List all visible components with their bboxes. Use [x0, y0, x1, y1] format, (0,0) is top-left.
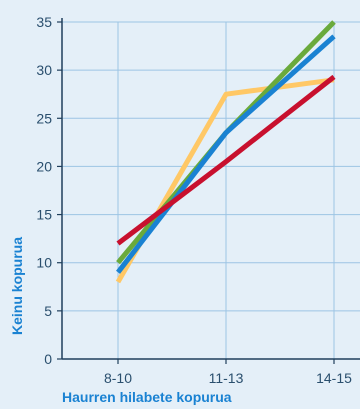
- y-tick-labels: 0 5 10 15 20 25 30 35: [36, 14, 52, 367]
- x-tick-labels: 8-10 11-13 14-15: [104, 370, 352, 386]
- y-tick-label-10: 10: [36, 255, 52, 271]
- y-tick-label-35: 35: [36, 14, 52, 30]
- series-lines: [115, 20, 336, 284]
- axes: [57, 18, 360, 364]
- x-tick-label-2: 14-15: [316, 370, 352, 386]
- y-axis-title: Keinu kopurua: [9, 237, 25, 335]
- y-tick-label-15: 15: [36, 207, 52, 223]
- grid: [62, 21, 360, 359]
- y-tick-label-5: 5: [44, 303, 52, 319]
- y-tick-label-20: 20: [36, 158, 52, 174]
- y-tick-label-30: 30: [36, 62, 52, 78]
- x-axis-title: Haurren hilabete kopurua: [62, 389, 232, 405]
- y-tick-label-25: 25: [36, 110, 52, 126]
- series-line-2: [116, 34, 336, 274]
- y-tick-label-0: 0: [44, 351, 52, 367]
- x-tick-label-1: 11-13: [209, 370, 244, 386]
- series-line-3: [116, 74, 336, 246]
- x-tick-label-0: 8-10: [104, 370, 132, 386]
